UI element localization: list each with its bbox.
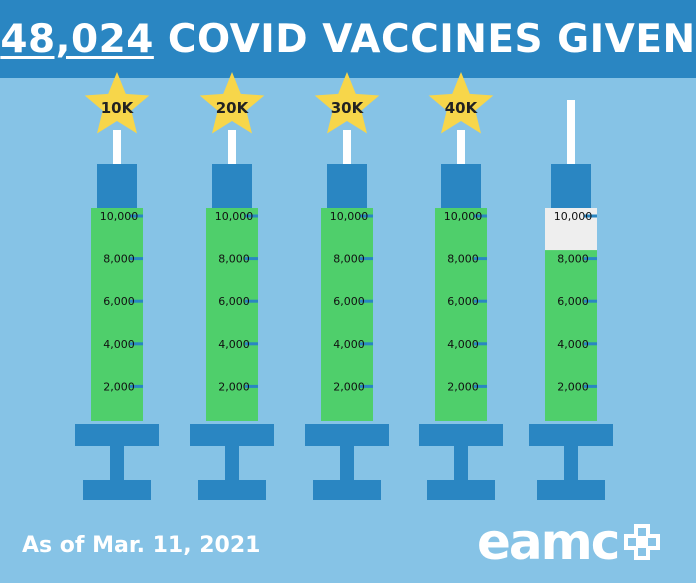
tick-label: 2,000 xyxy=(333,380,365,393)
tick-label: 8,000 xyxy=(333,253,365,266)
plunger-rod xyxy=(228,130,236,166)
plunger-head xyxy=(551,164,591,210)
tick-label: 10,000 xyxy=(100,210,139,223)
plunger-rod xyxy=(567,100,575,166)
page-title: 48,024 COVID VACCINES GIVEN xyxy=(0,0,696,78)
tick-label: 4,000 xyxy=(333,338,365,351)
tick-label: 2,000 xyxy=(557,380,589,393)
tick-label: 8,000 xyxy=(557,253,589,266)
needle-hub xyxy=(454,446,468,482)
title-text: COVID VACCINES GIVEN xyxy=(167,16,696,62)
milestone-label: 30K xyxy=(331,99,365,117)
needle-base xyxy=(537,480,605,500)
tick-mark xyxy=(130,257,143,261)
tick-label: 4,000 xyxy=(218,338,250,351)
plunger-rod xyxy=(343,130,351,166)
tick-mark xyxy=(245,384,258,388)
tick-label: 6,000 xyxy=(557,295,589,308)
milestone-star-icon xyxy=(84,72,150,134)
tick-label: 4,000 xyxy=(557,338,589,351)
needle-base xyxy=(83,480,151,500)
tick-label: 2,000 xyxy=(103,380,135,393)
tick-mark xyxy=(245,299,258,303)
eamc-logo: eamc xyxy=(477,517,664,567)
tick-label: 10,000 xyxy=(444,210,483,223)
tick-mark xyxy=(360,384,373,388)
tick-mark xyxy=(245,342,258,346)
flange xyxy=(75,424,159,446)
plunger-head xyxy=(212,164,252,210)
tick-mark xyxy=(245,214,258,218)
tick-label: 10,000 xyxy=(330,210,369,223)
milestone-star-icon xyxy=(314,72,380,134)
plunger-rod xyxy=(457,130,465,166)
flange xyxy=(419,424,503,446)
tick-mark xyxy=(584,299,597,303)
tick-label: 6,000 xyxy=(218,295,250,308)
needle-base xyxy=(313,480,381,500)
tick-label: 2,000 xyxy=(447,380,479,393)
tick-mark xyxy=(584,342,597,346)
milestone-label: 10K xyxy=(101,99,135,117)
tick-mark xyxy=(360,214,373,218)
flange xyxy=(529,424,613,446)
milestone-label: 20K xyxy=(216,99,250,117)
tick-label: 6,000 xyxy=(333,295,365,308)
milestone-label: 40K xyxy=(445,99,479,117)
tick-mark xyxy=(474,342,487,346)
tick-mark xyxy=(245,257,258,261)
tick-mark xyxy=(584,214,597,218)
tick-mark xyxy=(584,384,597,388)
tick-label: 4,000 xyxy=(447,338,479,351)
plunger-head xyxy=(441,164,481,210)
tick-mark xyxy=(130,214,143,218)
tick-label: 6,000 xyxy=(447,295,479,308)
flange xyxy=(305,424,389,446)
tick-label: 6,000 xyxy=(103,295,135,308)
tick-label: 2,000 xyxy=(218,380,250,393)
tick-mark xyxy=(474,257,487,261)
as-of-date: As of Mar. 11, 2021 xyxy=(22,533,261,558)
milestone-star-icon xyxy=(199,72,265,134)
tick-label: 8,000 xyxy=(103,253,135,266)
needle-hub xyxy=(225,446,239,482)
tick-mark xyxy=(360,257,373,261)
tick-label: 8,000 xyxy=(218,253,250,266)
vaccine-count: 48,024 xyxy=(0,16,154,62)
needle-hub xyxy=(110,446,124,482)
logo-text: eamc xyxy=(477,513,620,571)
bar xyxy=(545,250,597,421)
tick-label: 10,000 xyxy=(554,210,593,223)
plunger-rod xyxy=(113,130,121,166)
tick-mark xyxy=(474,299,487,303)
tick-label: 8,000 xyxy=(447,253,479,266)
tick-mark xyxy=(474,214,487,218)
needle-hub xyxy=(564,446,578,482)
tick-label: 4,000 xyxy=(103,338,135,351)
plunger-head xyxy=(97,164,137,210)
tick-mark xyxy=(130,342,143,346)
flange xyxy=(190,424,274,446)
tick-label: 10,000 xyxy=(215,210,254,223)
cross-logo-icon xyxy=(620,520,664,564)
tick-mark xyxy=(360,342,373,346)
tick-mark xyxy=(360,299,373,303)
needle-base xyxy=(427,480,495,500)
header-banner xyxy=(0,0,696,78)
needle-base xyxy=(198,480,266,500)
plunger-head xyxy=(327,164,367,210)
tick-mark xyxy=(130,384,143,388)
tick-mark xyxy=(130,299,143,303)
tick-mark xyxy=(474,384,487,388)
needle-hub xyxy=(340,446,354,482)
tick-mark xyxy=(584,257,597,261)
milestone-star-icon xyxy=(428,72,494,134)
